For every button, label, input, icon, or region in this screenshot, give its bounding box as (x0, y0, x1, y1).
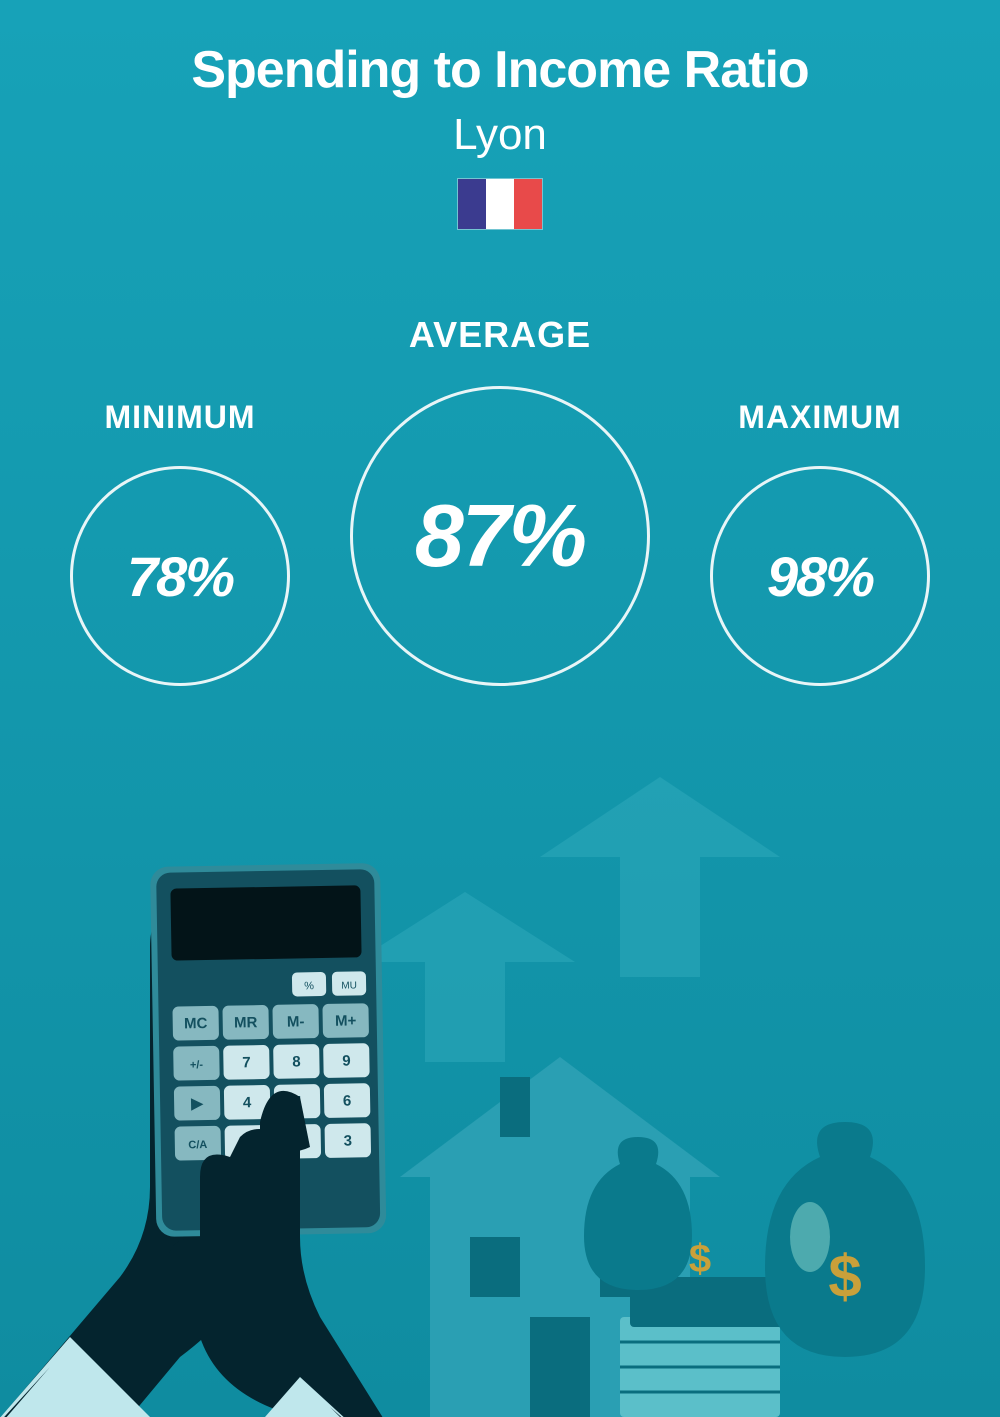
svg-text:MU: MU (341, 980, 357, 991)
svg-text:▶: ▶ (190, 1095, 204, 1112)
svg-text:7: 7 (242, 1054, 251, 1071)
svg-text:3: 3 (343, 1133, 352, 1150)
svg-text:4: 4 (243, 1094, 252, 1111)
arrows-icon (355, 777, 780, 1062)
stat-value-min: 78% (127, 544, 233, 609)
stat-value-max: 98% (767, 544, 873, 609)
right-hand-icon (168, 1091, 440, 1417)
illustration: $ $ % MU MC MR M- M+ +/- 7 8 9 ▶ 4 5 6 C/A 1 2 3 (0, 717, 1000, 1417)
svg-text:M+: M+ (335, 1012, 357, 1029)
flag-france-icon (457, 178, 543, 230)
stat-circle-avg: 87% (350, 386, 650, 686)
svg-text:5: 5 (293, 1093, 302, 1110)
money-bag-small-icon: $ (584, 1137, 711, 1290)
calculator-icon: % MU MC MR M- M+ +/- 7 8 9 ▶ 4 5 6 C/A 1 2 3 (150, 863, 386, 1237)
stat-average: AVERAGE 87% (350, 314, 650, 686)
house-icon (400, 1057, 720, 1417)
svg-text:+/-: +/- (190, 1059, 204, 1071)
stat-value-avg: 87% (415, 485, 585, 587)
svg-text:%: % (304, 980, 314, 992)
svg-text:$: $ (689, 1237, 711, 1281)
money-bag-large-icon: $ (765, 1122, 925, 1357)
svg-text:MR: MR (234, 1014, 258, 1031)
stat-label-max: MAXIMUM (738, 399, 901, 436)
svg-text:9: 9 (342, 1053, 351, 1070)
cash-icon (620, 1277, 790, 1417)
svg-text:6: 6 (343, 1093, 352, 1110)
subtitle: Lyon (0, 110, 1000, 160)
page-title: Spending to Income Ratio (0, 40, 1000, 100)
svg-text:C/A: C/A (188, 1139, 207, 1151)
stat-label-min: MINIMUM (105, 399, 256, 436)
stats-row: MINIMUM 78% AVERAGE 87% MAXIMUM 98% (0, 314, 1000, 686)
stat-label-avg: AVERAGE (409, 314, 591, 356)
stat-circle-max: 98% (710, 466, 930, 686)
stat-minimum: MINIMUM 78% (70, 399, 290, 686)
svg-text:MC: MC (184, 1015, 208, 1032)
stat-maximum: MAXIMUM 98% (710, 399, 930, 686)
svg-text:2: 2 (294, 1133, 303, 1150)
infographic-canvas: Spending to Income Ratio Lyon MINIMUM 78… (0, 0, 1000, 1417)
header: Spending to Income Ratio Lyon (0, 0, 1000, 234)
left-hand-icon (0, 915, 260, 1417)
stat-circle-min: 78% (70, 466, 290, 686)
svg-text:8: 8 (292, 1053, 301, 1070)
flag-stripe-white (486, 179, 514, 229)
svg-text:M-: M- (287, 1013, 305, 1030)
svg-text:1: 1 (244, 1134, 253, 1151)
flag-stripe-red (514, 179, 542, 229)
svg-text:$: $ (828, 1243, 861, 1310)
flag-stripe-blue (458, 179, 486, 229)
